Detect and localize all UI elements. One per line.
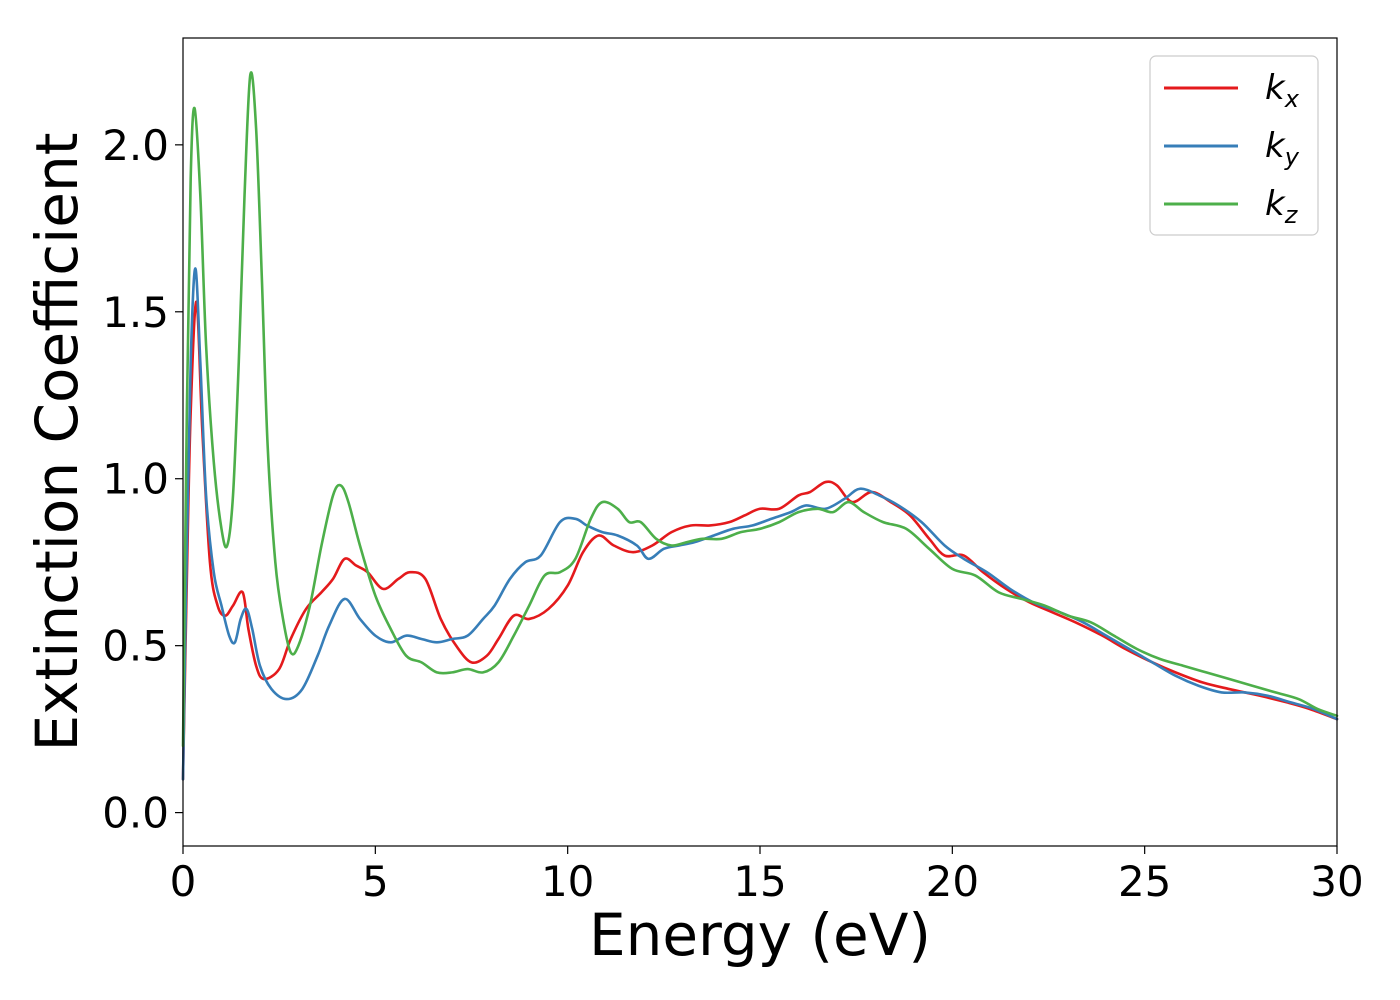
x-tick-label: 0	[170, 857, 197, 906]
x-tick-label: 5	[362, 857, 389, 906]
legend-label-z: kz	[1265, 184, 1299, 229]
x-tick-label: 15	[733, 857, 786, 906]
legend-label-x: kx	[1265, 68, 1300, 113]
x-tick-label: 10	[541, 857, 594, 906]
series-layer	[181, 71, 1339, 781]
y-tick-label: 0.5	[102, 622, 169, 671]
y-tick-label: 1.5	[102, 288, 169, 337]
x-axis-ticks: 0 5 10 15 20 25 30	[170, 846, 1364, 906]
legend-label-y: ky	[1265, 126, 1300, 171]
x-tick-label: 30	[1310, 857, 1363, 906]
x-tick-label: 20	[926, 857, 979, 906]
legend: kx ky kz	[1149, 55, 1319, 236]
y-axis-ticks: 0.0 0.5 1.0 1.5 2.0	[102, 121, 183, 838]
y-tick-label: 1.0	[102, 455, 169, 504]
x-axis-title: Energy (eV)	[589, 901, 931, 969]
y-tick-label: 2.0	[102, 121, 169, 170]
x-tick-label: 25	[1118, 857, 1171, 906]
series-line-kz	[181, 71, 1339, 748]
plot-background	[183, 38, 1337, 846]
y-axis-title: Extinction Coefficient	[23, 133, 91, 752]
y-tick-label: 0.0	[102, 789, 169, 838]
